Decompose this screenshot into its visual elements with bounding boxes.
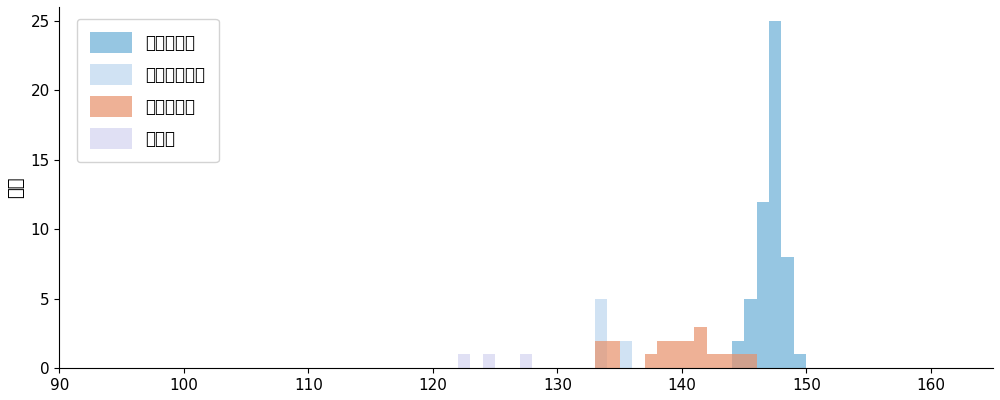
Bar: [744, 354, 757, 368]
Bar: [483, 354, 495, 368]
Bar: [732, 340, 744, 368]
Bar: [645, 354, 657, 368]
Bar: [744, 299, 757, 368]
Bar: [595, 299, 607, 368]
Bar: [682, 340, 694, 368]
Bar: [657, 340, 669, 368]
Bar: [607, 340, 620, 368]
Bar: [719, 354, 732, 368]
Bar: [520, 354, 532, 368]
Bar: [694, 327, 707, 368]
Bar: [732, 354, 744, 368]
Legend: ストレート, カットボール, スプリット, カーブ: ストレート, カットボール, スプリット, カーブ: [77, 19, 219, 162]
Bar: [794, 354, 806, 368]
Bar: [669, 340, 682, 368]
Bar: [769, 21, 781, 368]
Bar: [458, 354, 470, 368]
Y-axis label: 球数: 球数: [7, 177, 25, 198]
Bar: [595, 340, 607, 368]
Bar: [707, 354, 719, 368]
Bar: [620, 340, 632, 368]
Bar: [757, 202, 769, 368]
Bar: [781, 257, 794, 368]
